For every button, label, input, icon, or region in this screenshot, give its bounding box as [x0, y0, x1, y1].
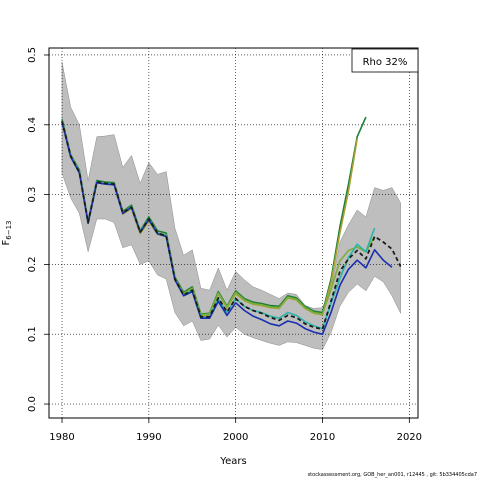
series-line-peel1: [61, 121, 393, 336]
footer-credit: stockassessment.org, GOB_her_an001, r124…: [307, 472, 477, 478]
x-tick-label: 2020: [397, 432, 422, 443]
series-layer: [61, 116, 402, 336]
y-tick-label: 0.4: [27, 117, 38, 133]
y-tick-label: 0.2: [27, 256, 38, 272]
legend: Rho 32%: [351, 48, 419, 73]
y-axis-title-subscript: 6−13: [5, 221, 13, 240]
x-tick-label: 2010: [310, 432, 335, 443]
y-tick-label: 0.1: [27, 326, 38, 342]
y-tick-label: 0.5: [27, 47, 38, 63]
y-tick-label: 0.3: [27, 187, 38, 203]
y-tick-label: 0.0: [27, 396, 38, 412]
x-tick-label: 1990: [136, 432, 161, 443]
plot-frame: [48, 47, 419, 419]
x-axis-title: Years: [219, 456, 246, 467]
y-axis-title: F6−13: [1, 221, 13, 246]
x-axis: 1980 1990 2000 2010 2020: [49, 418, 422, 443]
y-axis: 0.0 0.1 0.2 0.3 0.4 0.5: [27, 47, 49, 412]
legend-label: Rho 32%: [363, 57, 408, 68]
x-tick-label: 1980: [49, 432, 74, 443]
y-axis-title-main: F: [1, 240, 12, 246]
x-tick-label: 2000: [223, 432, 248, 443]
legend-box: [351, 48, 419, 73]
